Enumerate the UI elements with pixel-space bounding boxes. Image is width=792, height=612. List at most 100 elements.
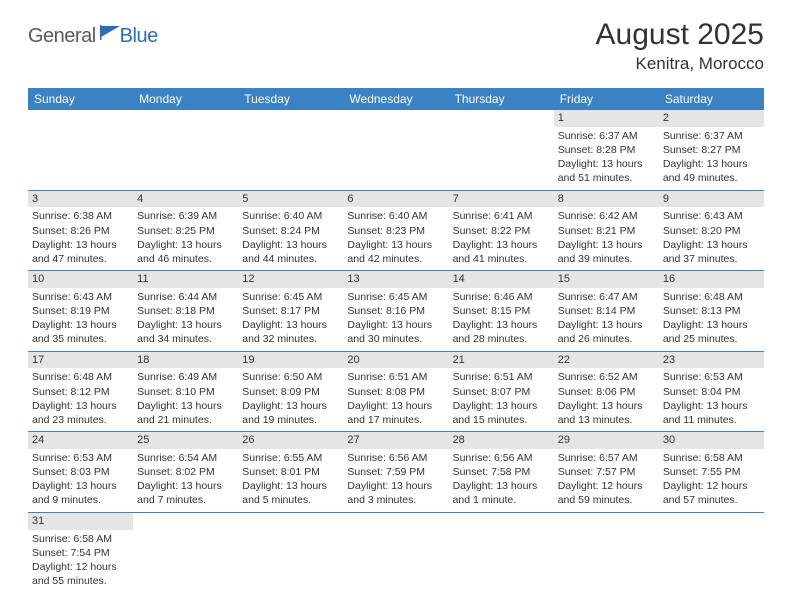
daylight-text: Daylight: 13 hours xyxy=(558,318,655,332)
weekday-header: Tuesday xyxy=(238,88,343,110)
sunset-text: Sunset: 8:01 PM xyxy=(242,465,339,479)
sunrise-text: Sunrise: 6:50 AM xyxy=(242,370,339,384)
weekday-header: Sunday xyxy=(28,88,133,110)
sunrise-text: Sunrise: 6:58 AM xyxy=(663,451,760,465)
daylight-text: and 19 minutes. xyxy=(242,413,339,427)
daylight-text: and 42 minutes. xyxy=(347,252,444,266)
daylight-text: and 23 minutes. xyxy=(32,413,129,427)
daylight-text: Daylight: 12 hours xyxy=(663,479,760,493)
daylight-text: Daylight: 13 hours xyxy=(663,157,760,171)
day-number: 6 xyxy=(343,191,448,208)
day-number: 7 xyxy=(449,191,554,208)
sunrise-text: Sunrise: 6:47 AM xyxy=(558,290,655,304)
daylight-text: Daylight: 13 hours xyxy=(453,399,550,413)
daylight-text: and 28 minutes. xyxy=(453,332,550,346)
calendar-cell: 30Sunrise: 6:58 AMSunset: 7:55 PMDayligh… xyxy=(659,432,764,513)
daylight-text: and 13 minutes. xyxy=(558,413,655,427)
sunrise-text: Sunrise: 6:45 AM xyxy=(347,290,444,304)
day-number: 25 xyxy=(133,432,238,449)
sunrise-text: Sunrise: 6:49 AM xyxy=(137,370,234,384)
day-number: 14 xyxy=(449,271,554,288)
calendar-cell: 9Sunrise: 6:43 AMSunset: 8:20 PMDaylight… xyxy=(659,190,764,271)
day-number: 17 xyxy=(28,352,133,369)
day-number: 11 xyxy=(133,271,238,288)
weekday-header: Monday xyxy=(133,88,238,110)
day-number: 26 xyxy=(238,432,343,449)
day-number: 4 xyxy=(133,191,238,208)
sunset-text: Sunset: 8:09 PM xyxy=(242,385,339,399)
day-number: 13 xyxy=(343,271,448,288)
calendar-cell xyxy=(449,110,554,190)
daylight-text: and 11 minutes. xyxy=(663,413,760,427)
calendar-cell: 3Sunrise: 6:38 AMSunset: 8:26 PMDaylight… xyxy=(28,190,133,271)
calendar-cell: 20Sunrise: 6:51 AMSunset: 8:08 PMDayligh… xyxy=(343,351,448,432)
daylight-text: and 57 minutes. xyxy=(663,493,760,507)
calendar-cell: 4Sunrise: 6:39 AMSunset: 8:25 PMDaylight… xyxy=(133,190,238,271)
flag-icon xyxy=(100,24,122,45)
day-number: 31 xyxy=(28,513,133,530)
sunrise-text: Sunrise: 6:53 AM xyxy=(663,370,760,384)
calendar-cell: 19Sunrise: 6:50 AMSunset: 8:09 PMDayligh… xyxy=(238,351,343,432)
sunrise-text: Sunrise: 6:38 AM xyxy=(32,209,129,223)
sunset-text: Sunset: 8:07 PM xyxy=(453,385,550,399)
calendar-cell xyxy=(133,512,238,592)
sunrise-text: Sunrise: 6:43 AM xyxy=(663,209,760,223)
daylight-text: Daylight: 12 hours xyxy=(32,560,129,574)
daylight-text: Daylight: 13 hours xyxy=(32,318,129,332)
day-number: 29 xyxy=(554,432,659,449)
day-number: 30 xyxy=(659,432,764,449)
title-block: August 2025 Kenitra, Morocco xyxy=(596,18,764,74)
daylight-text: and 1 minute. xyxy=(453,493,550,507)
calendar-cell: 24Sunrise: 6:53 AMSunset: 8:03 PMDayligh… xyxy=(28,432,133,513)
calendar-cell: 2Sunrise: 6:37 AMSunset: 8:27 PMDaylight… xyxy=(659,110,764,190)
sunrise-text: Sunrise: 6:56 AM xyxy=(347,451,444,465)
calendar-cell: 18Sunrise: 6:49 AMSunset: 8:10 PMDayligh… xyxy=(133,351,238,432)
calendar-row: 1Sunrise: 6:37 AMSunset: 8:28 PMDaylight… xyxy=(28,110,764,190)
calendar-cell: 23Sunrise: 6:53 AMSunset: 8:04 PMDayligh… xyxy=(659,351,764,432)
daylight-text: Daylight: 13 hours xyxy=(347,238,444,252)
sunset-text: Sunset: 8:03 PM xyxy=(32,465,129,479)
day-number: 9 xyxy=(659,191,764,208)
sunrise-text: Sunrise: 6:51 AM xyxy=(453,370,550,384)
sunset-text: Sunset: 8:16 PM xyxy=(347,304,444,318)
sunrise-text: Sunrise: 6:58 AM xyxy=(32,532,129,546)
sunset-text: Sunset: 7:59 PM xyxy=(347,465,444,479)
day-number: 16 xyxy=(659,271,764,288)
calendar-cell xyxy=(238,512,343,592)
daylight-text: Daylight: 13 hours xyxy=(347,318,444,332)
daylight-text: Daylight: 13 hours xyxy=(558,157,655,171)
weekday-header: Saturday xyxy=(659,88,764,110)
daylight-text: Daylight: 13 hours xyxy=(453,479,550,493)
calendar-cell xyxy=(659,512,764,592)
daylight-text: and 47 minutes. xyxy=(32,252,129,266)
sunset-text: Sunset: 8:26 PM xyxy=(32,224,129,238)
calendar-row: 17Sunrise: 6:48 AMSunset: 8:12 PMDayligh… xyxy=(28,351,764,432)
daylight-text: and 26 minutes. xyxy=(558,332,655,346)
daylight-text: and 51 minutes. xyxy=(558,171,655,185)
day-number: 2 xyxy=(659,110,764,127)
daylight-text: and 44 minutes. xyxy=(242,252,339,266)
calendar-table: Sunday Monday Tuesday Wednesday Thursday… xyxy=(28,88,764,592)
page-title: August 2025 xyxy=(596,18,764,52)
sunset-text: Sunset: 8:15 PM xyxy=(453,304,550,318)
logo: GeneralBlue xyxy=(28,24,158,49)
sunset-text: Sunset: 8:23 PM xyxy=(347,224,444,238)
calendar-cell: 11Sunrise: 6:44 AMSunset: 8:18 PMDayligh… xyxy=(133,271,238,352)
calendar-row: 31Sunrise: 6:58 AMSunset: 7:54 PMDayligh… xyxy=(28,512,764,592)
daylight-text: Daylight: 13 hours xyxy=(347,399,444,413)
sunset-text: Sunset: 8:20 PM xyxy=(663,224,760,238)
sunset-text: Sunset: 8:08 PM xyxy=(347,385,444,399)
sunset-text: Sunset: 7:57 PM xyxy=(558,465,655,479)
sunrise-text: Sunrise: 6:44 AM xyxy=(137,290,234,304)
sunrise-text: Sunrise: 6:56 AM xyxy=(453,451,550,465)
calendar-cell xyxy=(238,110,343,190)
calendar-cell: 27Sunrise: 6:56 AMSunset: 7:59 PMDayligh… xyxy=(343,432,448,513)
calendar-cell xyxy=(554,512,659,592)
calendar-cell: 16Sunrise: 6:48 AMSunset: 8:13 PMDayligh… xyxy=(659,271,764,352)
calendar-cell: 14Sunrise: 6:46 AMSunset: 8:15 PMDayligh… xyxy=(449,271,554,352)
daylight-text: and 46 minutes. xyxy=(137,252,234,266)
day-number: 15 xyxy=(554,271,659,288)
daylight-text: and 25 minutes. xyxy=(663,332,760,346)
daylight-text: Daylight: 12 hours xyxy=(558,479,655,493)
day-number: 5 xyxy=(238,191,343,208)
